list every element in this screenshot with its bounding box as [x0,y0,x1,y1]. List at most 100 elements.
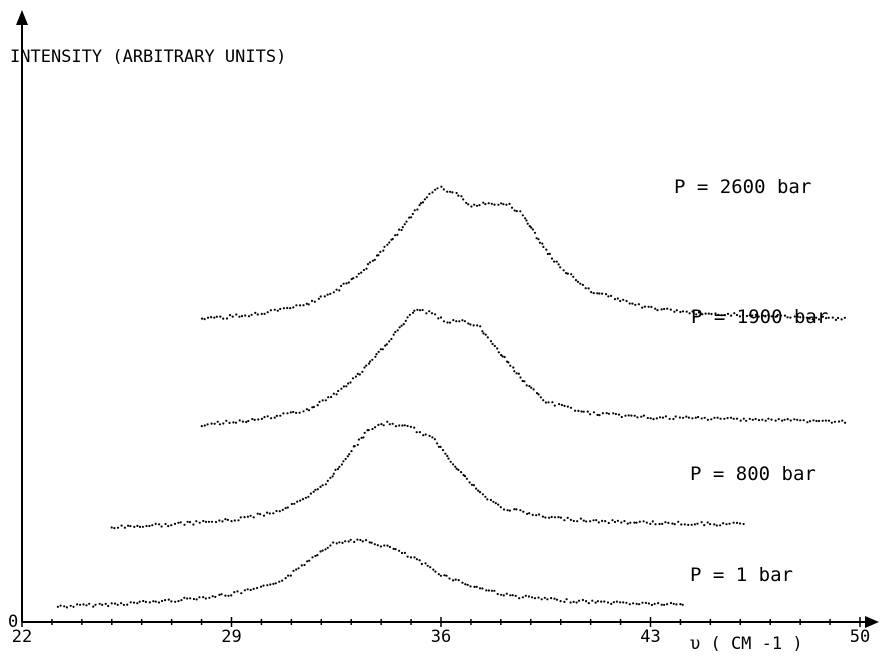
data-point [152,600,155,603]
data-point [405,220,408,223]
data-point [224,518,227,521]
data-point [218,423,221,426]
data-point [614,412,618,416]
data-point [505,203,508,206]
data-point [411,212,414,216]
data-point [634,303,637,306]
data-point [307,303,310,306]
data-point [416,308,419,311]
data-point [373,543,376,546]
data-point [482,332,485,335]
data-point [406,424,409,428]
data-point [346,455,349,458]
data-point [338,541,341,544]
data-point [377,350,380,353]
data-point [431,191,434,194]
data-point [303,563,306,567]
data-point [326,293,329,296]
data-point [259,513,262,516]
data-point [493,344,496,348]
data-point [532,388,535,391]
data-point [330,395,333,399]
data-point [307,409,311,412]
data-point [227,594,230,597]
data-point [436,442,439,445]
data-point [446,454,449,458]
data-point [660,603,663,606]
data-point [314,554,317,558]
data-point [428,310,431,313]
data-point [563,404,566,407]
data-point [360,436,363,439]
data-point [565,598,568,601]
data-point [808,420,812,423]
data-point [439,445,442,448]
data-point [560,403,564,407]
data-point [514,594,517,598]
data-point [252,587,255,591]
data-point [426,564,429,567]
data-point [243,516,246,519]
data-point [249,588,252,592]
data-point [361,540,364,543]
data-point [509,594,512,597]
data-point [492,500,495,503]
data-point [494,502,497,505]
data-point [422,434,425,437]
data-point [461,581,464,584]
data-point [400,551,404,555]
data-point [369,360,372,363]
data-point [408,216,411,219]
data-point [637,303,641,306]
data-point [575,601,578,604]
data-point [467,322,470,325]
data-point [356,443,359,446]
data-point [526,222,529,225]
data-point [700,417,703,420]
data-point [129,525,132,528]
data-point [272,582,275,586]
data-point [658,522,661,526]
data-point [726,416,729,420]
data-point [487,589,490,592]
data-point [497,503,500,506]
data-point [180,599,183,602]
data-point [574,409,577,412]
data-point [289,307,292,310]
data-point [735,417,739,420]
data-point [173,522,177,526]
data-point [222,422,225,425]
data-point [377,254,380,257]
data-point [161,599,164,603]
data-point [249,514,252,517]
data-point [697,415,700,419]
data-point [641,306,644,309]
data-point [629,521,632,524]
data-point [355,275,358,278]
data-point [619,299,622,303]
data-point [256,313,259,316]
data-point [786,316,789,319]
data-point [292,410,295,414]
data-point [585,520,588,523]
data-point [706,521,709,524]
data-point [723,314,727,317]
data-point [398,549,401,552]
data-point [461,319,464,322]
data-point [741,314,745,317]
data-point [174,600,177,603]
data-point [672,602,675,605]
data-point [424,433,427,436]
data-point [570,273,573,276]
data-point [579,517,583,520]
x-axis-arrowhead [865,616,879,628]
data-point [751,314,754,317]
data-point [213,316,216,319]
data-point [295,304,298,307]
data-point [619,601,622,604]
data-point [305,302,308,305]
data-point [844,421,847,424]
data-point [361,370,364,373]
data-point [211,595,214,598]
series-2 [110,420,745,530]
